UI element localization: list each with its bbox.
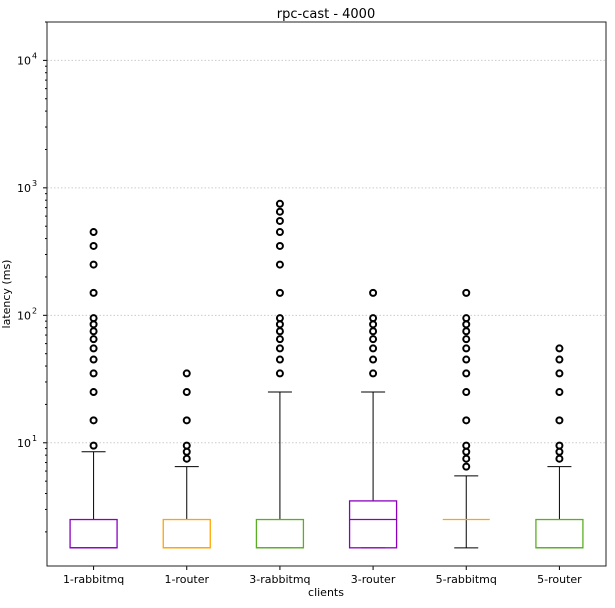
flier-point bbox=[89, 355, 98, 364]
flier-point bbox=[462, 441, 471, 450]
flier-point bbox=[555, 441, 564, 450]
box-3-rabbitmq bbox=[255, 518, 305, 549]
flier-point bbox=[275, 327, 284, 336]
y-axis-label: latency (ms) bbox=[0, 260, 13, 329]
x-axis-label: clients bbox=[308, 586, 344, 599]
flier-point bbox=[275, 320, 284, 329]
flier-point bbox=[89, 288, 98, 297]
y-tick-label: 10 bbox=[17, 54, 31, 67]
flier-point bbox=[89, 388, 98, 397]
flier-point bbox=[275, 314, 284, 323]
flier-point bbox=[182, 447, 191, 456]
flier-point bbox=[462, 447, 471, 456]
flier-point bbox=[89, 416, 98, 425]
y-tick-exponent: 3 bbox=[32, 179, 37, 188]
flier-point bbox=[275, 344, 284, 353]
flier-point bbox=[369, 288, 378, 297]
flier-point bbox=[462, 355, 471, 364]
flier-point bbox=[555, 447, 564, 456]
x-tick-label: 3-rabbitmq bbox=[249, 573, 310, 586]
flier-point bbox=[369, 369, 378, 378]
flier-point bbox=[369, 335, 378, 344]
box-5-router bbox=[535, 518, 584, 549]
flier-point bbox=[275, 199, 284, 208]
flier-point bbox=[275, 355, 284, 364]
flier-point bbox=[555, 355, 564, 364]
plot-frame bbox=[46, 21, 607, 567]
flier-point bbox=[275, 335, 284, 344]
flier-point bbox=[182, 369, 191, 378]
flier-point bbox=[89, 335, 98, 344]
flier-point bbox=[89, 241, 98, 250]
box-1-router bbox=[162, 518, 211, 549]
flier-point bbox=[275, 228, 284, 237]
flier-point bbox=[89, 320, 98, 329]
flier-point bbox=[369, 320, 378, 329]
box-1-rabbitmq bbox=[69, 518, 118, 549]
y-tick-label: 10 bbox=[17, 309, 31, 322]
flier-point bbox=[555, 454, 564, 463]
flier-point bbox=[462, 335, 471, 344]
flier-point bbox=[462, 369, 471, 378]
chart-title: rpc-cast - 4000 bbox=[277, 7, 375, 22]
flier-point bbox=[89, 228, 98, 237]
y-tick-label: 10 bbox=[17, 437, 31, 450]
x-tick-label: 5-router bbox=[537, 573, 582, 586]
flier-point bbox=[462, 416, 471, 425]
y-tick-exponent: 4 bbox=[32, 51, 37, 60]
flier-point bbox=[369, 327, 378, 336]
flier-point bbox=[555, 344, 564, 353]
flier-point bbox=[462, 314, 471, 323]
flier-point bbox=[182, 454, 191, 463]
y-tick-exponent: 2 bbox=[32, 306, 37, 315]
flier-point bbox=[462, 288, 471, 297]
flier-point bbox=[89, 314, 98, 323]
flier-point bbox=[462, 320, 471, 329]
flier-point bbox=[462, 454, 471, 463]
flier-point bbox=[89, 260, 98, 269]
flier-point bbox=[275, 288, 284, 297]
flier-point bbox=[369, 314, 378, 323]
flier-point bbox=[555, 369, 564, 378]
flier-point bbox=[462, 388, 471, 397]
flier-point bbox=[89, 441, 98, 450]
flier-point bbox=[275, 207, 284, 216]
flier-point bbox=[89, 327, 98, 336]
flier-point bbox=[462, 327, 471, 336]
x-tick-label: 1-router bbox=[164, 573, 209, 586]
x-tick-label: 3-router bbox=[351, 573, 396, 586]
flier-point bbox=[89, 344, 98, 353]
flier-point bbox=[462, 344, 471, 353]
flier-point bbox=[182, 388, 191, 397]
flier-point bbox=[275, 260, 284, 269]
flier-point bbox=[182, 441, 191, 450]
flier-point bbox=[89, 369, 98, 378]
x-tick-label: 5-rabbitmq bbox=[436, 573, 497, 586]
flier-point bbox=[555, 388, 564, 397]
flier-point bbox=[369, 355, 378, 364]
flier-point bbox=[182, 416, 191, 425]
flier-point bbox=[275, 241, 284, 250]
flier-point bbox=[369, 344, 378, 353]
flier-point bbox=[555, 416, 564, 425]
flier-point bbox=[275, 216, 284, 225]
y-tick-label: 10 bbox=[17, 182, 31, 195]
box-3-router bbox=[348, 500, 398, 549]
x-tick-label: 1-rabbitmq bbox=[63, 573, 124, 586]
y-tick-exponent: 1 bbox=[32, 434, 37, 443]
flier-point bbox=[275, 369, 284, 378]
flier-point bbox=[462, 462, 471, 471]
